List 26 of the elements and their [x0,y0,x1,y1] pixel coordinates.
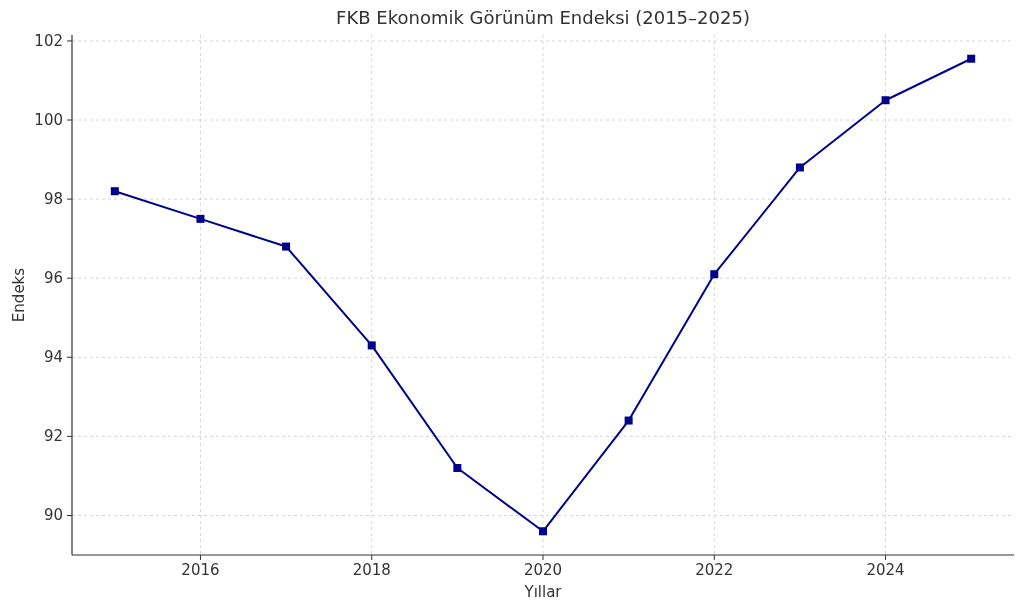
y-tick-label: 90 [43,506,63,525]
y-tick-label: 92 [43,427,63,446]
point [710,270,719,279]
point [881,96,890,105]
point [367,341,376,350]
y-tick-label: 98 [43,190,63,209]
x-tick-label: 2016 [181,561,220,579]
x-axis-title: Yıllar [523,583,563,601]
chart-title: FKB Ekonomik Görünüm Endeksi (2015–2025) [336,7,750,28]
point [967,54,976,63]
point [196,214,205,223]
x-tick-label: 2020 [523,561,563,579]
point [539,527,547,536]
point [110,187,119,196]
point [795,163,804,172]
point [624,416,633,425]
x-tick-label: 2018 [352,561,391,579]
y-tick-label: 96 [43,269,63,288]
y-tick-label: 94 [43,348,63,367]
y-tick-label: 102 [34,31,63,50]
point [453,464,462,472]
point [282,242,291,251]
x-tick-label: 2024 [866,561,905,579]
y-tick-label: 100 [34,111,63,130]
y-axis-title: Endeks [10,267,28,323]
x-tick-label: 2022 [695,561,734,579]
